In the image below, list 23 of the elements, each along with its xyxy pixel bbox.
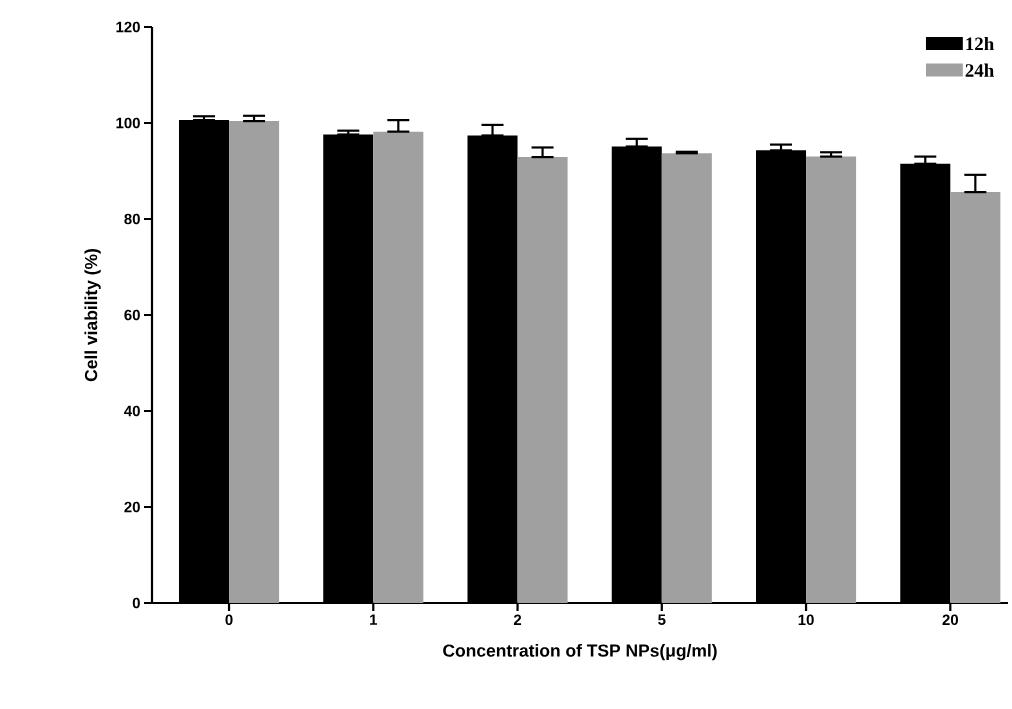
x-tick-label: 2 <box>513 614 522 625</box>
y-tick-label: 20 <box>124 501 140 513</box>
y-tick-label: 80 <box>124 213 140 225</box>
y-tick-label: 0 <box>132 597 140 609</box>
x-tick-label: 1 <box>370 614 378 625</box>
x-tick-label: 10 <box>798 614 814 626</box>
bar <box>661 153 712 603</box>
x-tick-label: 20 <box>942 614 958 626</box>
y-tick-label: 60 <box>124 309 140 321</box>
y-axis-title: Cell viability (%) <box>84 249 101 382</box>
x-tick-label: 5 <box>658 614 666 625</box>
x-axis-title: Concentration of TSP NPs(μg/ml) <box>443 643 717 661</box>
y-tick-label: 120 <box>116 21 140 33</box>
bar <box>517 157 568 603</box>
x-tick-label: 0 <box>225 614 233 626</box>
bar <box>950 192 1001 603</box>
y-tick-label: 100 <box>116 117 140 129</box>
legend-label: 12h <box>966 36 994 51</box>
y-tick-label: 40 <box>124 405 140 417</box>
bar <box>373 131 424 603</box>
legend-label: 24h <box>965 63 994 77</box>
bar <box>806 156 857 603</box>
bar <box>229 121 280 603</box>
